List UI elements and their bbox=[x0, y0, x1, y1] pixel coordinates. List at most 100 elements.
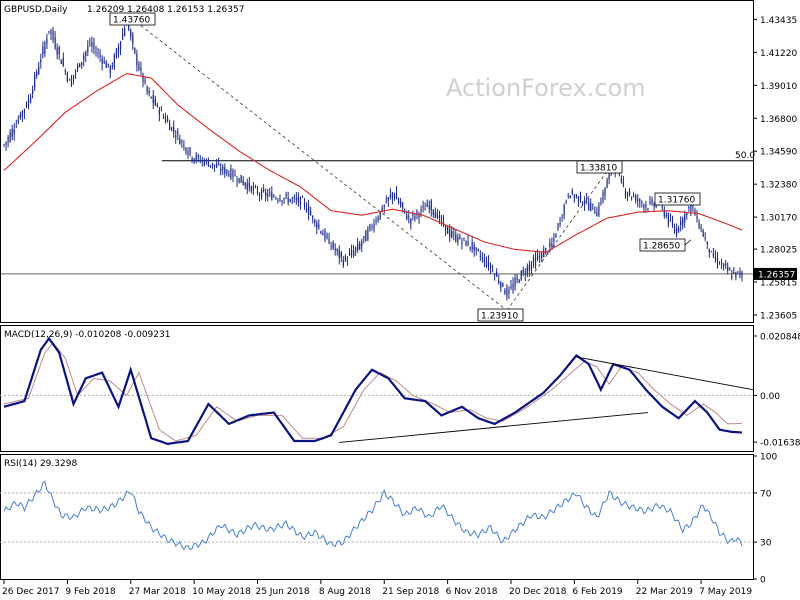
candle-body bbox=[312, 216, 314, 218]
candle-body bbox=[588, 203, 590, 210]
candle-body bbox=[637, 199, 639, 201]
candle-body bbox=[113, 55, 115, 68]
candle-body bbox=[203, 160, 205, 166]
candle bbox=[25, 101, 28, 109]
candle-body bbox=[279, 199, 281, 201]
macd-trendline bbox=[576, 356, 754, 391]
candle bbox=[440, 214, 443, 227]
candle-body bbox=[164, 116, 167, 123]
candle bbox=[158, 106, 160, 122]
level-label-1-43760: 1.43760 bbox=[113, 16, 150, 26]
candle bbox=[113, 53, 115, 71]
candle bbox=[434, 207, 436, 219]
candle bbox=[228, 170, 230, 178]
candle-body bbox=[408, 216, 410, 218]
candle bbox=[191, 156, 193, 163]
candle-body bbox=[11, 128, 13, 137]
candle-body bbox=[720, 262, 723, 264]
candle-body bbox=[432, 210, 434, 215]
candle bbox=[91, 36, 93, 53]
candle-body bbox=[714, 256, 717, 260]
candle bbox=[428, 200, 430, 214]
candle-body bbox=[393, 194, 396, 199]
candle-body bbox=[481, 257, 483, 259]
candle-body bbox=[669, 219, 672, 221]
candle bbox=[385, 195, 387, 204]
candle-body bbox=[287, 197, 289, 202]
candle bbox=[475, 247, 477, 256]
candle bbox=[220, 162, 222, 176]
candle-body bbox=[379, 211, 381, 219]
candle bbox=[338, 245, 340, 265]
candle bbox=[565, 199, 567, 205]
candle bbox=[164, 112, 167, 124]
rsi-tick-label: 0 bbox=[760, 576, 766, 586]
candle bbox=[682, 216, 684, 230]
candle-body bbox=[624, 190, 627, 196]
candle bbox=[269, 187, 271, 197]
candle bbox=[3, 143, 5, 147]
candle-body bbox=[665, 215, 667, 217]
candle bbox=[498, 274, 500, 285]
candle-body bbox=[506, 287, 508, 297]
candle bbox=[588, 198, 590, 211]
candle-body bbox=[238, 178, 240, 183]
candle-body bbox=[620, 177, 622, 182]
candle-body bbox=[434, 212, 436, 219]
candle-body bbox=[183, 144, 185, 146]
candle bbox=[494, 273, 496, 281]
candle-body bbox=[242, 180, 244, 185]
ohlc-readout: 1.26209 1.26408 1.26153 1.26357 bbox=[87, 5, 244, 15]
candle bbox=[52, 26, 54, 44]
candle bbox=[365, 230, 367, 242]
candle-body bbox=[252, 186, 255, 190]
candle bbox=[375, 216, 377, 226]
candle bbox=[467, 234, 469, 247]
candle-body bbox=[72, 74, 75, 80]
candle bbox=[432, 209, 434, 218]
candle-body bbox=[111, 66, 113, 67]
candle-body bbox=[563, 205, 565, 216]
candle-body bbox=[631, 197, 633, 198]
macd-trendline bbox=[339, 412, 649, 443]
candle bbox=[561, 213, 563, 222]
candle bbox=[142, 72, 144, 88]
candle bbox=[340, 250, 342, 263]
candle bbox=[606, 177, 608, 189]
candle bbox=[473, 242, 475, 257]
candle bbox=[729, 267, 731, 271]
candle-body bbox=[402, 202, 404, 209]
candle bbox=[279, 194, 281, 202]
candle bbox=[483, 253, 486, 268]
candle bbox=[557, 222, 559, 232]
candle bbox=[144, 77, 146, 85]
candle bbox=[489, 262, 492, 274]
candle bbox=[714, 250, 717, 263]
candle-body bbox=[101, 58, 103, 64]
candle bbox=[731, 269, 733, 281]
candle bbox=[410, 218, 412, 230]
candle-body bbox=[561, 215, 563, 217]
candle bbox=[109, 64, 111, 79]
candle bbox=[586, 192, 588, 205]
candle-body bbox=[58, 46, 60, 55]
candle bbox=[363, 236, 365, 244]
candle-body bbox=[301, 197, 304, 198]
candle bbox=[465, 240, 467, 247]
candle bbox=[708, 248, 710, 258]
candle-body bbox=[469, 246, 471, 248]
candle bbox=[211, 162, 214, 169]
fib-50-label: 50.0 bbox=[735, 151, 755, 161]
macd-tick-label: 0.00 bbox=[760, 392, 780, 402]
candle-body bbox=[706, 241, 708, 245]
candle bbox=[579, 191, 582, 203]
candle-body bbox=[357, 243, 359, 250]
candle-body bbox=[391, 192, 394, 199]
candle bbox=[81, 61, 83, 69]
candle-body bbox=[461, 241, 463, 245]
panel-frames bbox=[0, 0, 754, 580]
candle bbox=[44, 40, 46, 57]
candle-body bbox=[191, 157, 193, 161]
candle-body bbox=[565, 200, 567, 203]
candle bbox=[733, 266, 735, 275]
